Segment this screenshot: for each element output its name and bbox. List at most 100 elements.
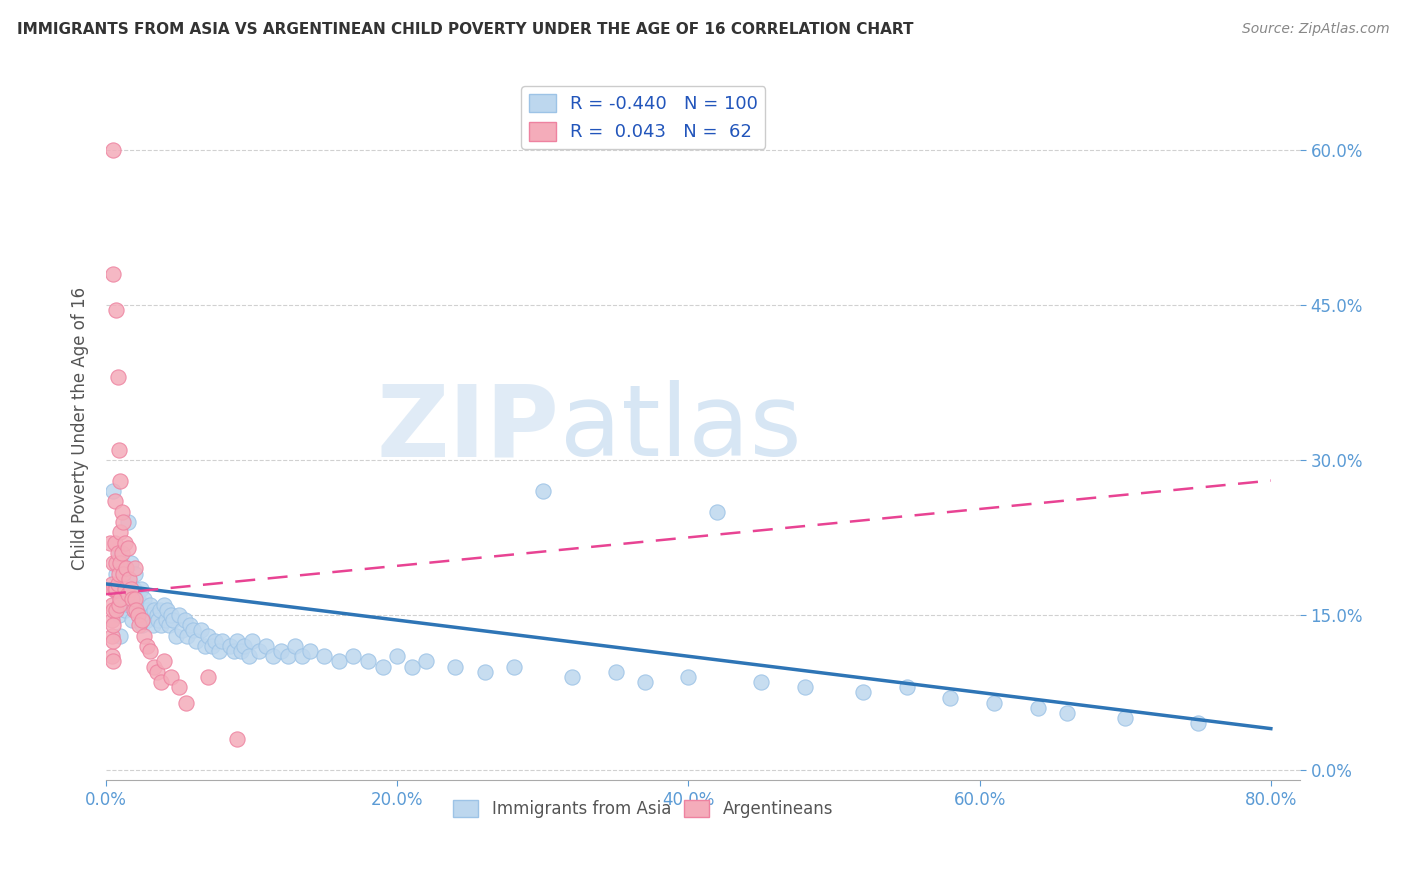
Point	[160, 607, 183, 622]
Point	[284, 639, 307, 653]
Point	[100, 577, 122, 591]
Point	[121, 592, 143, 607]
Point	[531, 483, 554, 498]
Point	[107, 587, 129, 601]
Point	[110, 592, 132, 607]
Point	[108, 442, 131, 457]
Point	[110, 525, 132, 540]
Point	[103, 618, 125, 632]
Point	[108, 607, 131, 622]
Point	[218, 639, 240, 653]
Point	[103, 603, 125, 617]
Text: Source: ZipAtlas.com: Source: ZipAtlas.com	[1241, 22, 1389, 37]
Point	[208, 644, 231, 658]
Point	[104, 494, 127, 508]
Text: IMMIGRANTS FROM ASIA VS ARGENTINEAN CHILD POVERTY UNDER THE AGE OF 16 CORRELATIO: IMMIGRANTS FROM ASIA VS ARGENTINEAN CHIL…	[17, 22, 914, 37]
Point	[401, 659, 423, 673]
Point	[117, 587, 139, 601]
Point	[153, 655, 176, 669]
Point	[233, 639, 256, 653]
Point	[254, 639, 277, 653]
Point	[156, 603, 179, 617]
Point	[127, 592, 149, 607]
Point	[105, 303, 128, 318]
Point	[107, 546, 129, 560]
Point	[108, 598, 131, 612]
Point	[444, 659, 467, 673]
Point	[146, 665, 169, 679]
Point	[173, 613, 195, 627]
Point	[117, 541, 139, 555]
Point	[186, 633, 208, 648]
Point	[1114, 711, 1136, 725]
Point	[138, 598, 160, 612]
Point	[634, 675, 657, 690]
Point	[121, 587, 143, 601]
Point	[110, 556, 132, 570]
Point	[226, 633, 249, 648]
Point	[150, 675, 173, 690]
Y-axis label: Child Poverty Under the Age of 16: Child Poverty Under the Age of 16	[72, 287, 89, 570]
Point	[150, 618, 173, 632]
Point	[1187, 716, 1209, 731]
Point	[138, 644, 160, 658]
Point	[291, 649, 314, 664]
Point	[124, 603, 146, 617]
Point	[143, 603, 166, 617]
Point	[111, 546, 134, 560]
Point	[167, 680, 190, 694]
Point	[117, 572, 139, 586]
Point	[226, 731, 249, 746]
Point	[117, 515, 139, 529]
Point	[153, 598, 176, 612]
Point	[110, 629, 132, 643]
Point	[111, 556, 134, 570]
Point	[157, 618, 180, 632]
Point	[240, 633, 263, 648]
Point	[132, 592, 155, 607]
Point	[160, 670, 183, 684]
Point	[415, 655, 437, 669]
Point	[231, 644, 253, 658]
Point	[103, 483, 125, 498]
Point	[148, 613, 170, 627]
Point	[852, 685, 875, 699]
Point	[100, 629, 122, 643]
Point	[896, 680, 918, 694]
Point	[114, 603, 136, 617]
Point	[125, 587, 148, 601]
Point	[179, 618, 201, 632]
Point	[561, 670, 583, 684]
Point	[120, 556, 142, 570]
Point	[118, 572, 141, 586]
Point	[197, 629, 219, 643]
Text: ZIP: ZIP	[377, 380, 560, 477]
Point	[190, 624, 212, 638]
Point	[128, 603, 150, 617]
Point	[107, 577, 129, 591]
Point	[131, 613, 153, 627]
Point	[110, 546, 132, 560]
Point	[502, 659, 524, 673]
Point	[124, 592, 146, 607]
Point	[114, 582, 136, 596]
Point	[100, 613, 122, 627]
Point	[247, 644, 270, 658]
Point	[174, 696, 197, 710]
Point	[124, 566, 146, 581]
Point	[98, 535, 121, 549]
Point	[1026, 701, 1049, 715]
Point	[238, 649, 260, 664]
Point	[342, 649, 364, 664]
Point	[103, 267, 125, 281]
Point	[103, 556, 125, 570]
Point	[197, 670, 219, 684]
Point	[141, 618, 163, 632]
Point	[170, 624, 193, 638]
Point	[110, 592, 132, 607]
Point	[162, 613, 184, 627]
Point	[112, 515, 135, 529]
Point	[167, 607, 190, 622]
Point	[112, 566, 135, 581]
Point	[211, 633, 233, 648]
